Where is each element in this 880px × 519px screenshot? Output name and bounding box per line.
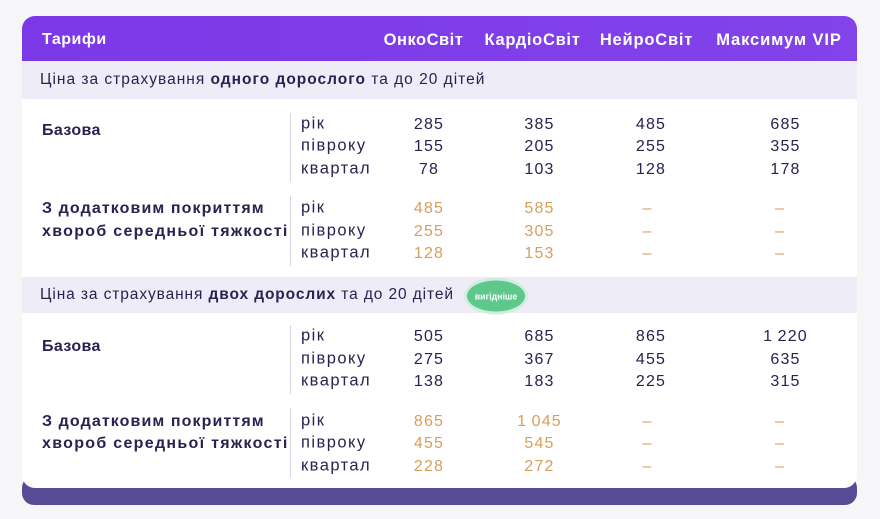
- svg-text:вигідніше: вигідніше: [474, 292, 517, 302]
